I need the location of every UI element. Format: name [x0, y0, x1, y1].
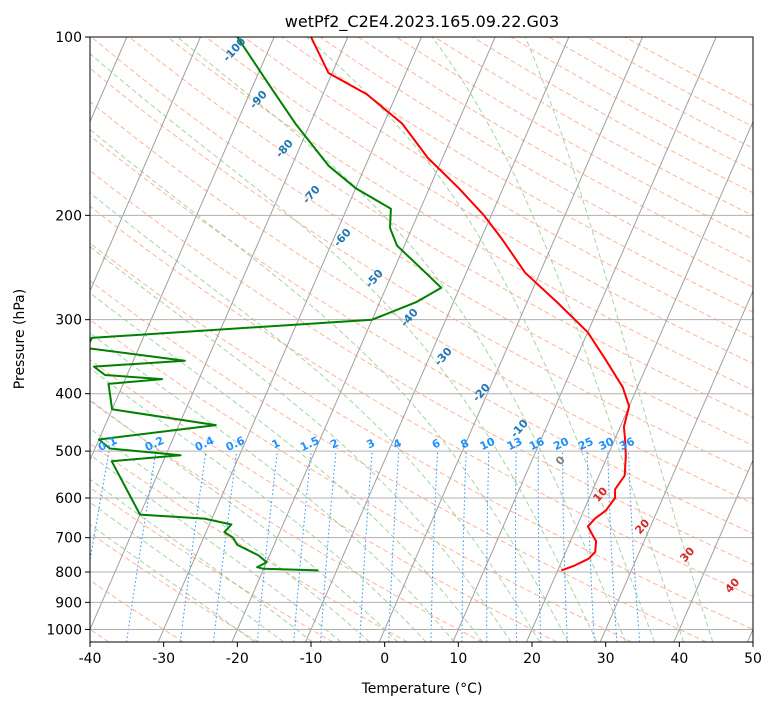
mixing-ratio-label: 20 — [551, 435, 571, 453]
x-axis-label: Temperature (°C) — [361, 681, 483, 697]
x-tick-label: 50 — [744, 651, 762, 667]
dry-adiabat-line — [90, 400, 483, 642]
isotherms — [90, 37, 753, 642]
mixing-ratio-line — [213, 451, 238, 642]
dry-adiabat-line — [90, 169, 753, 566]
moist-adiabat-line — [177, 37, 627, 642]
y-tick-label: 400 — [55, 387, 82, 403]
isotherm-line — [231, 37, 496, 642]
y-tick-label: 700 — [55, 531, 82, 547]
isotherm-line — [90, 37, 201, 293]
moist-adiabat-line — [90, 399, 399, 642]
y-axis-label: Pressure (hPa) — [12, 289, 28, 389]
moist-adiabat-line — [90, 192, 540, 642]
moist-adiabats — [90, 37, 714, 642]
mixing-ratio-label: 36 — [617, 435, 637, 453]
moist-adiabat-line — [90, 478, 313, 642]
moist-adiabat-line — [524, 37, 714, 642]
dry-adiabat-line — [90, 100, 753, 505]
y-tick-label: 300 — [55, 313, 82, 329]
dewpoint-profile-line — [90, 37, 443, 572]
y-tick-label: 600 — [55, 491, 82, 507]
isobar-grid — [90, 37, 753, 630]
profiles — [90, 37, 631, 572]
dry-adiabat-line — [90, 205, 753, 598]
x-tick-label: -40 — [79, 651, 102, 667]
plot-frame — [89, 36, 754, 643]
y-axis-ticks: 100 200 300 400 500 600 700 800 900 1000 — [46, 30, 90, 638]
x-tick-label: -10 — [300, 651, 323, 667]
moist-adiabat-line — [90, 367, 427, 642]
x-tick-label: -20 — [226, 651, 249, 667]
x-tick-label: 0 — [380, 651, 389, 667]
isotherm-line — [378, 37, 643, 642]
isotherm-line — [526, 120, 753, 642]
isotherm-line — [90, 37, 275, 462]
mixing-ratio-line — [320, 451, 337, 642]
y-tick-label: 900 — [55, 595, 82, 611]
y-tick-label: 800 — [55, 565, 82, 581]
mixing-ratio-line — [293, 451, 312, 642]
moist-adiabat-line — [90, 245, 512, 642]
dry-adiabat-line — [205, 37, 753, 365]
x-axis-ticks: -40 -30 -20 -10 0 10 20 30 40 50 — [79, 642, 762, 667]
mixing-ratio-label: 10 — [478, 435, 498, 453]
dry-adiabat-line — [90, 37, 753, 446]
dry-adiabat-line — [90, 359, 558, 642]
chart-title: wetPf2_C2E4.2023.165.09.22.G03 — [285, 12, 559, 32]
moist-adiabat-line — [90, 501, 284, 642]
moist-adiabat-line — [306, 37, 656, 642]
dry-adiabat-line — [167, 37, 753, 391]
isotherm-line — [90, 37, 349, 631]
isotherm-line — [452, 37, 717, 642]
dry-adiabat-line — [90, 134, 753, 535]
dry-adiabat-line — [90, 242, 753, 630]
mixing-ratio-label: 30 — [597, 435, 617, 453]
moist-adiabat-line — [90, 427, 370, 642]
x-tick-label: 30 — [597, 651, 615, 667]
mixing-ratio-line — [256, 451, 278, 642]
isotherm-line — [599, 289, 753, 642]
x-tick-label: -30 — [152, 651, 175, 667]
moist-adiabat-line — [90, 292, 483, 642]
isotherm-line — [157, 37, 422, 642]
moist-adiabat-line — [90, 128, 569, 642]
x-tick-label: 10 — [449, 651, 467, 667]
x-tick-label: 20 — [523, 651, 541, 667]
isotherm-line — [305, 37, 570, 642]
y-tick-label: 100 — [55, 30, 82, 46]
mixing-ratio-line — [179, 451, 207, 642]
moist-adiabat-line — [431, 37, 685, 642]
y-tick-label: 500 — [55, 444, 82, 460]
dry-adiabat-line — [90, 487, 334, 642]
mixing-ratio-label: 25 — [576, 435, 595, 453]
moist-adiabat-line — [90, 53, 598, 642]
dry-adiabat-line — [319, 37, 753, 288]
y-tick-label: 200 — [55, 208, 82, 224]
dry-adiabat-line — [129, 37, 753, 419]
x-tick-label: 40 — [670, 651, 688, 667]
y-tick-label: 1000 — [46, 622, 82, 638]
moist-adiabat-line — [90, 454, 342, 642]
temperature-profile-line — [310, 37, 631, 572]
mixing-ratio-label: 16 — [527, 435, 547, 453]
isotherm-line — [673, 458, 753, 642]
mixing-ratio-label: 13 — [505, 435, 524, 453]
plot-background — [90, 37, 753, 642]
moist-adiabat-line — [90, 524, 255, 642]
